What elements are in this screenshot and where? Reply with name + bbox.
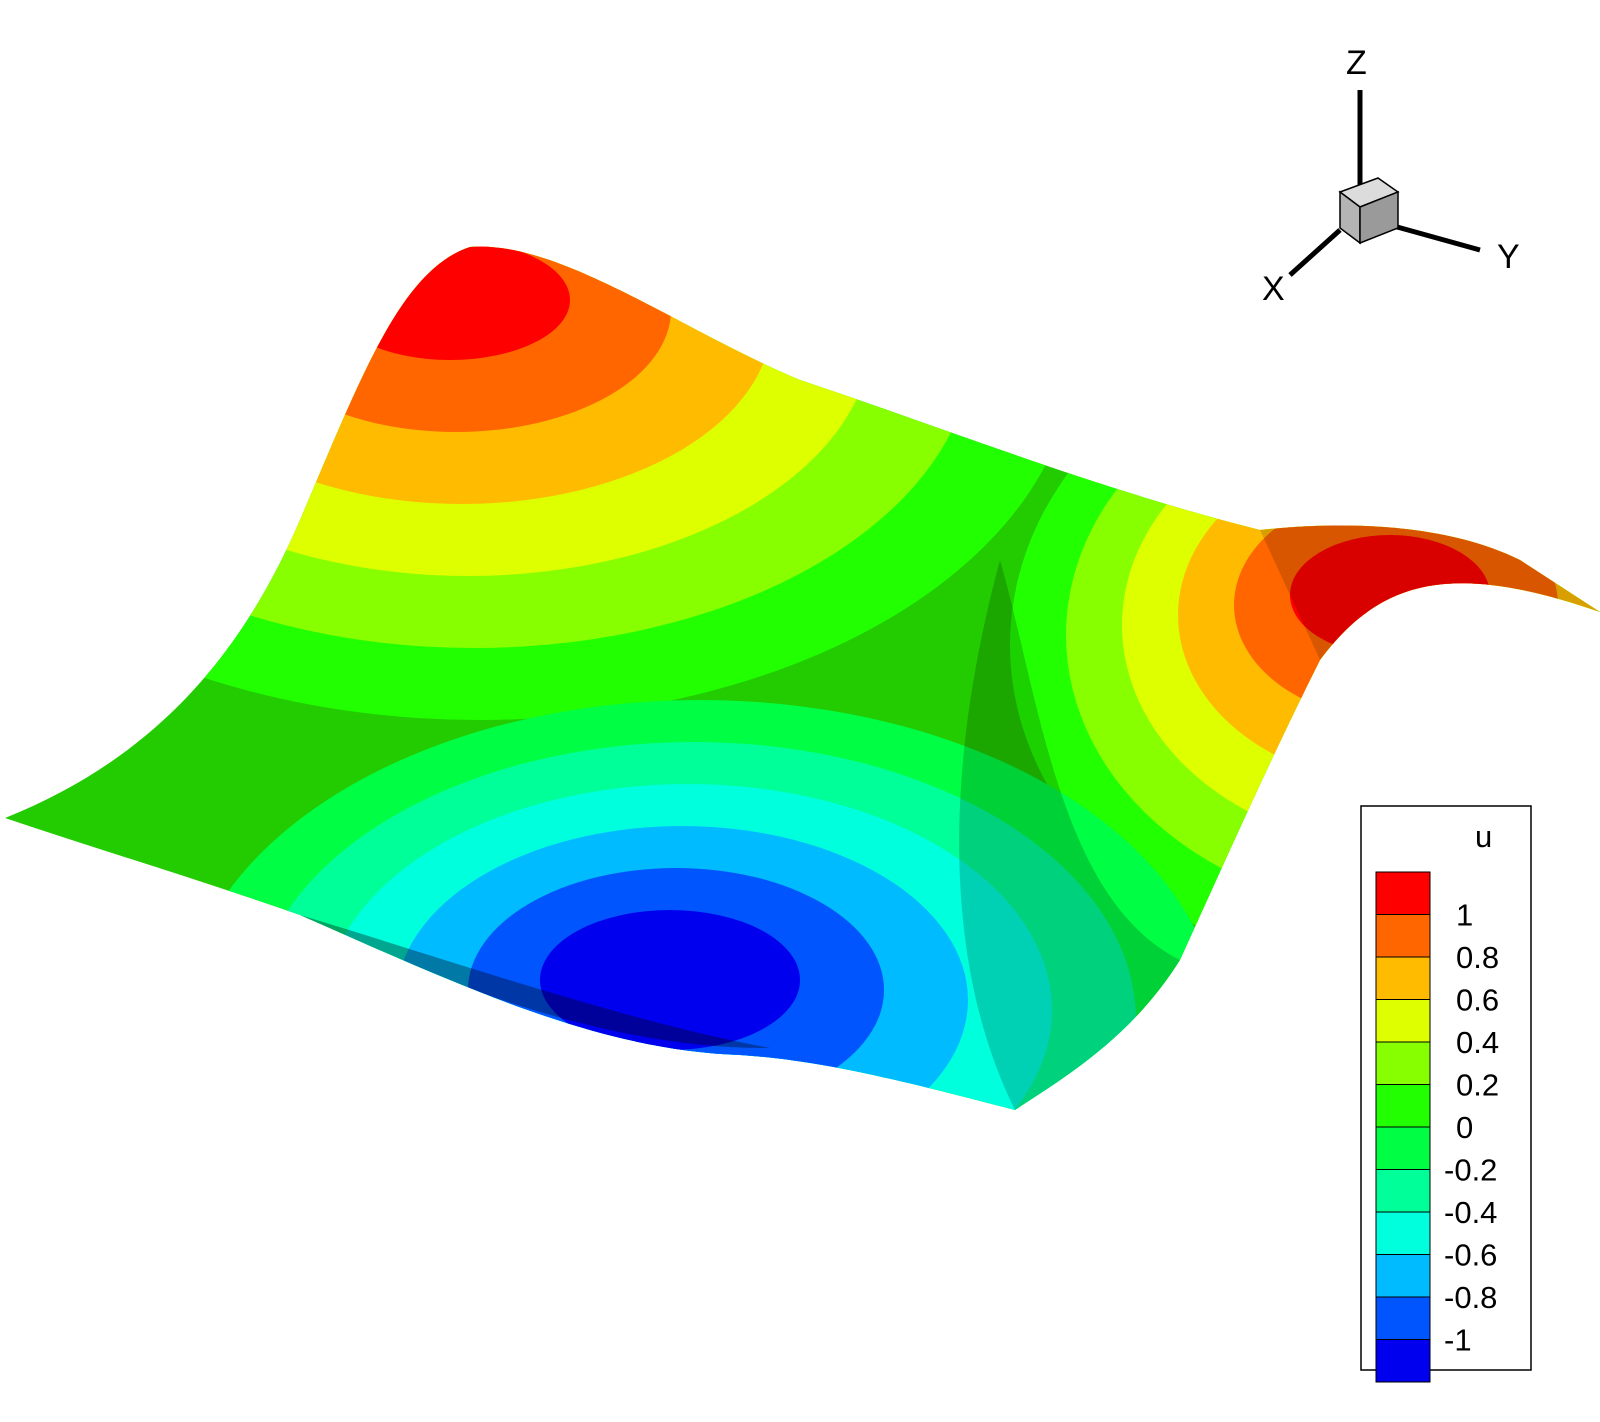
y-axis-line — [1389, 222, 1481, 253]
y-axis-label: Y — [1497, 238, 1520, 276]
axis-triad: Z Y X — [1262, 44, 1520, 308]
legend-swatch — [1375, 1339, 1431, 1383]
legend-tick-label: 0.2 — [1456, 1068, 1499, 1103]
legend-swatch — [1375, 871, 1431, 915]
legend-swatch — [1375, 1211, 1431, 1255]
legend-swatch — [1375, 1169, 1431, 1213]
legend-tick-label: -1 — [1444, 1323, 1472, 1358]
legend-tick-label: 1 — [1456, 898, 1473, 933]
legend-tick-label: -0.2 — [1444, 1153, 1497, 1188]
legend-tick-label: 0.4 — [1456, 1025, 1499, 1060]
x-axis-label: X — [1262, 270, 1285, 308]
legend-tick-label: 0 — [1456, 1110, 1473, 1145]
legend-swatch — [1375, 1254, 1431, 1298]
x-axis-line — [1288, 228, 1342, 277]
legend-tick-label: 0.6 — [1456, 983, 1499, 1018]
contour-band — [1234, 490, 1558, 720]
legend-swatch — [1375, 956, 1431, 1000]
surface-dark-right-ridge — [1260, 525, 1600, 660]
legend-swatch — [1375, 914, 1431, 958]
z-axis-label: Z — [1346, 44, 1367, 82]
legend-tick-label: 0.8 — [1456, 940, 1499, 975]
triad-cube-side — [1359, 190, 1399, 245]
legend-title: u — [1475, 819, 1492, 854]
legend-swatch — [1375, 1296, 1431, 1340]
legend-swatch — [1375, 1084, 1431, 1128]
legend: u 1 0.8 0.6 0.4 0.2 0 -0.2 -0.4 -0.6 -0.8 -1 — [1360, 805, 1532, 1383]
contour-band — [330, 246, 570, 360]
legend-tick-label: -0.8 — [1444, 1280, 1497, 1315]
legend-swatch — [1375, 999, 1431, 1043]
legend-tick-label: -0.6 — [1444, 1238, 1497, 1273]
legend-swatch — [1375, 1041, 1431, 1085]
contour-band — [540, 910, 800, 1050]
surface-dark-fold — [959, 560, 1180, 1110]
legend-tick-label: -0.4 — [1444, 1195, 1497, 1230]
legend-swatch — [1375, 1126, 1431, 1170]
